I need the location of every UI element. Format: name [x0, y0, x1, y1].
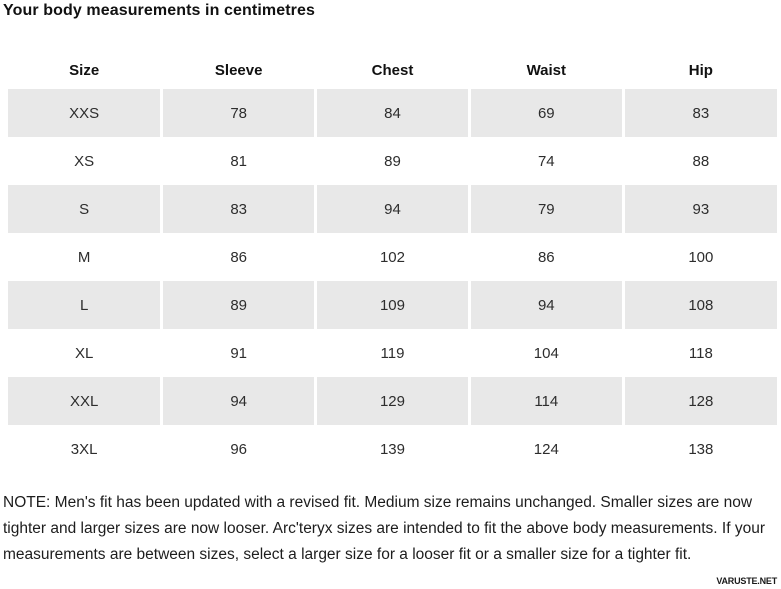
- sleeve-cell: 96: [160, 425, 316, 473]
- hip-cell: 93: [621, 185, 777, 233]
- table-row-xl: XL 91 119 104 118: [8, 329, 777, 377]
- sleeve-cell: 94: [160, 377, 316, 425]
- chest-cell: 89: [314, 137, 470, 185]
- table-body: XXS 78 84 69 83 XS 81 89 74 88 S 83 94 7…: [8, 89, 777, 473]
- waist-cell: 124: [467, 425, 624, 473]
- table-header: Size Sleeve Chest Waist Hip: [8, 51, 777, 89]
- hip-cell: 138: [621, 425, 777, 473]
- chest-cell: 94: [314, 185, 470, 233]
- waist-cell: 69: [467, 89, 624, 137]
- column-header-size: Size: [8, 51, 162, 89]
- hip-cell: 83: [621, 89, 777, 137]
- sleeve-cell: 89: [160, 281, 316, 329]
- waist-cell: 86: [467, 233, 624, 281]
- size-cell: L: [8, 281, 162, 329]
- sleeve-cell: 86: [160, 233, 316, 281]
- sleeve-cell: 81: [160, 137, 316, 185]
- sleeve-cell: 91: [160, 329, 316, 377]
- waist-cell: 114: [467, 377, 624, 425]
- chest-cell: 129: [314, 377, 470, 425]
- table-row-3xl: 3XL 96 139 124 138: [8, 425, 777, 473]
- hip-cell: 128: [621, 377, 777, 425]
- column-header-hip: Hip: [621, 51, 777, 89]
- hip-cell: 100: [621, 233, 777, 281]
- size-cell: XXS: [8, 89, 162, 137]
- measurements-table: Size Sleeve Chest Waist Hip XXS 78 84 69…: [8, 51, 777, 473]
- column-header-waist: Waist: [467, 51, 624, 89]
- sleeve-cell: 78: [160, 89, 316, 137]
- table-row-m: M 86 102 86 100: [8, 233, 777, 281]
- chest-cell: 84: [314, 89, 470, 137]
- waist-cell: 74: [467, 137, 624, 185]
- size-cell: XL: [8, 329, 162, 377]
- size-cell: XS: [8, 137, 162, 185]
- hip-cell: 108: [621, 281, 777, 329]
- chest-cell: 119: [314, 329, 470, 377]
- column-header-sleeve: Sleeve: [160, 51, 316, 89]
- chest-cell: 139: [314, 425, 470, 473]
- header-row: Size Sleeve Chest Waist Hip: [8, 51, 777, 89]
- size-cell: XXL: [8, 377, 162, 425]
- size-cell: M: [8, 233, 162, 281]
- note-text: NOTE: Men's fit has been updated with a …: [3, 494, 765, 563]
- table-row-l: L 89 109 94 108: [8, 281, 777, 329]
- waist-cell: 79: [467, 185, 624, 233]
- table-row-xxl: XXL 94 129 114 128: [8, 377, 777, 425]
- column-header-chest: Chest: [314, 51, 470, 89]
- waist-cell: 94: [467, 281, 624, 329]
- chest-cell: 102: [314, 233, 470, 281]
- table-row-xxs: XXS 78 84 69 83: [8, 89, 777, 137]
- watermark: VARUSTE.NET: [716, 576, 777, 586]
- table-row-s: S 83 94 79 93: [8, 185, 777, 233]
- table-row-xs: XS 81 89 74 88: [8, 137, 777, 185]
- page-title: Your body measurements in centimetres: [3, 2, 315, 19]
- sleeve-cell: 83: [160, 185, 316, 233]
- hip-cell: 118: [621, 329, 777, 377]
- hip-cell: 88: [621, 137, 777, 185]
- waist-cell: 104: [467, 329, 624, 377]
- size-cell: 3XL: [8, 425, 162, 473]
- size-cell: S: [8, 185, 162, 233]
- chest-cell: 109: [314, 281, 470, 329]
